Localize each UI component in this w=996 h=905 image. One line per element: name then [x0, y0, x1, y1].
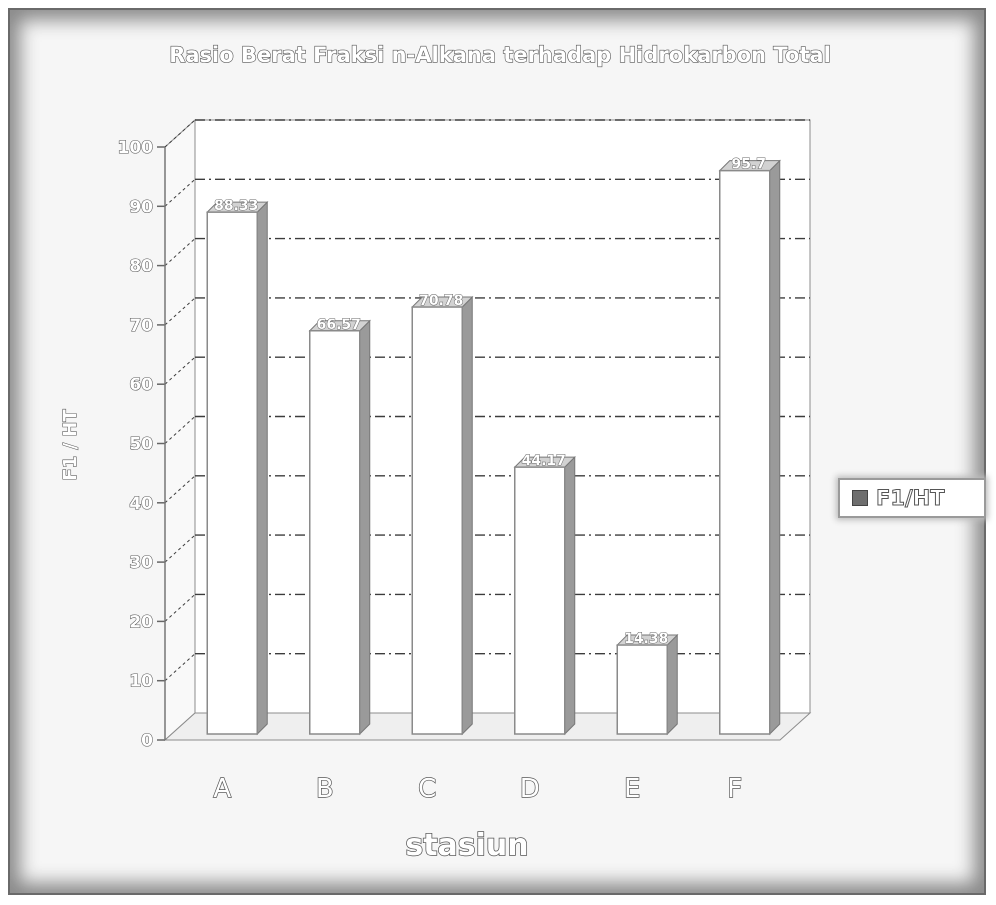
bar-side	[359, 319, 371, 736]
x-tick-label: D	[520, 774, 540, 804]
x-tick-label: C	[418, 774, 436, 804]
gridline-depth	[164, 178, 196, 207]
data-label: 70.78	[419, 293, 463, 309]
gridline-depth	[164, 594, 196, 622]
y-tick-label: 100	[118, 138, 154, 158]
bar	[206, 211, 258, 735]
data-label: 95.7	[731, 157, 766, 173]
y-tick-label: 60	[129, 375, 153, 395]
chart-title: Rasio Berat Fraksi n-Alkana terhadap Hid…	[169, 43, 831, 67]
legend-swatch	[852, 490, 868, 506]
gridline-depth	[164, 356, 196, 385]
y-tick-label: 30	[129, 553, 153, 573]
bar	[514, 466, 566, 735]
y-axis-label: F1 / HT	[60, 409, 81, 481]
bar	[616, 644, 668, 735]
y-tick-label: 40	[129, 494, 153, 514]
bar	[719, 169, 771, 735]
x-tick-label: E	[624, 774, 640, 804]
gridline-depth	[164, 534, 196, 563]
data-label: 44.17	[522, 453, 566, 469]
plot-area: 0 10 20 30 40 50 60 70 80 90 100 88.33 A 66.57 B 70.78 C…	[117, 118, 812, 805]
y-tick-label: 70	[129, 316, 153, 336]
y-tick-label: 50	[129, 435, 153, 455]
bar-side	[769, 159, 781, 736]
data-label: 88.33	[214, 198, 258, 214]
y-tick-label: 20	[129, 612, 153, 632]
gridline-depth	[164, 475, 196, 504]
x-tick-label: B	[316, 774, 334, 804]
gridline-depth	[164, 416, 196, 444]
x-tick-label: F	[727, 774, 742, 804]
data-label: 66.57	[317, 317, 361, 333]
bar	[411, 306, 463, 735]
bar-side	[256, 200, 268, 736]
x-tick-label: A	[213, 774, 231, 804]
gridline-depth	[164, 119, 196, 148]
y-tick-label: 10	[129, 672, 153, 692]
bar	[309, 330, 361, 735]
gridline-depth	[164, 297, 196, 326]
bar-side	[461, 295, 473, 736]
legend: F1/HT	[838, 478, 986, 518]
gridline-depth	[164, 238, 196, 266]
bar-side	[666, 633, 678, 736]
y-tick-label: 0	[141, 731, 153, 751]
legend-entry: F1/HT	[876, 486, 946, 511]
bar-side	[564, 455, 576, 736]
gridline-depth	[164, 653, 196, 682]
y-tick-label: 90	[129, 197, 153, 217]
x-axis-label: stasiun	[405, 828, 528, 863]
data-label: 14.38	[624, 631, 668, 647]
y-tick-label: 80	[129, 257, 153, 277]
